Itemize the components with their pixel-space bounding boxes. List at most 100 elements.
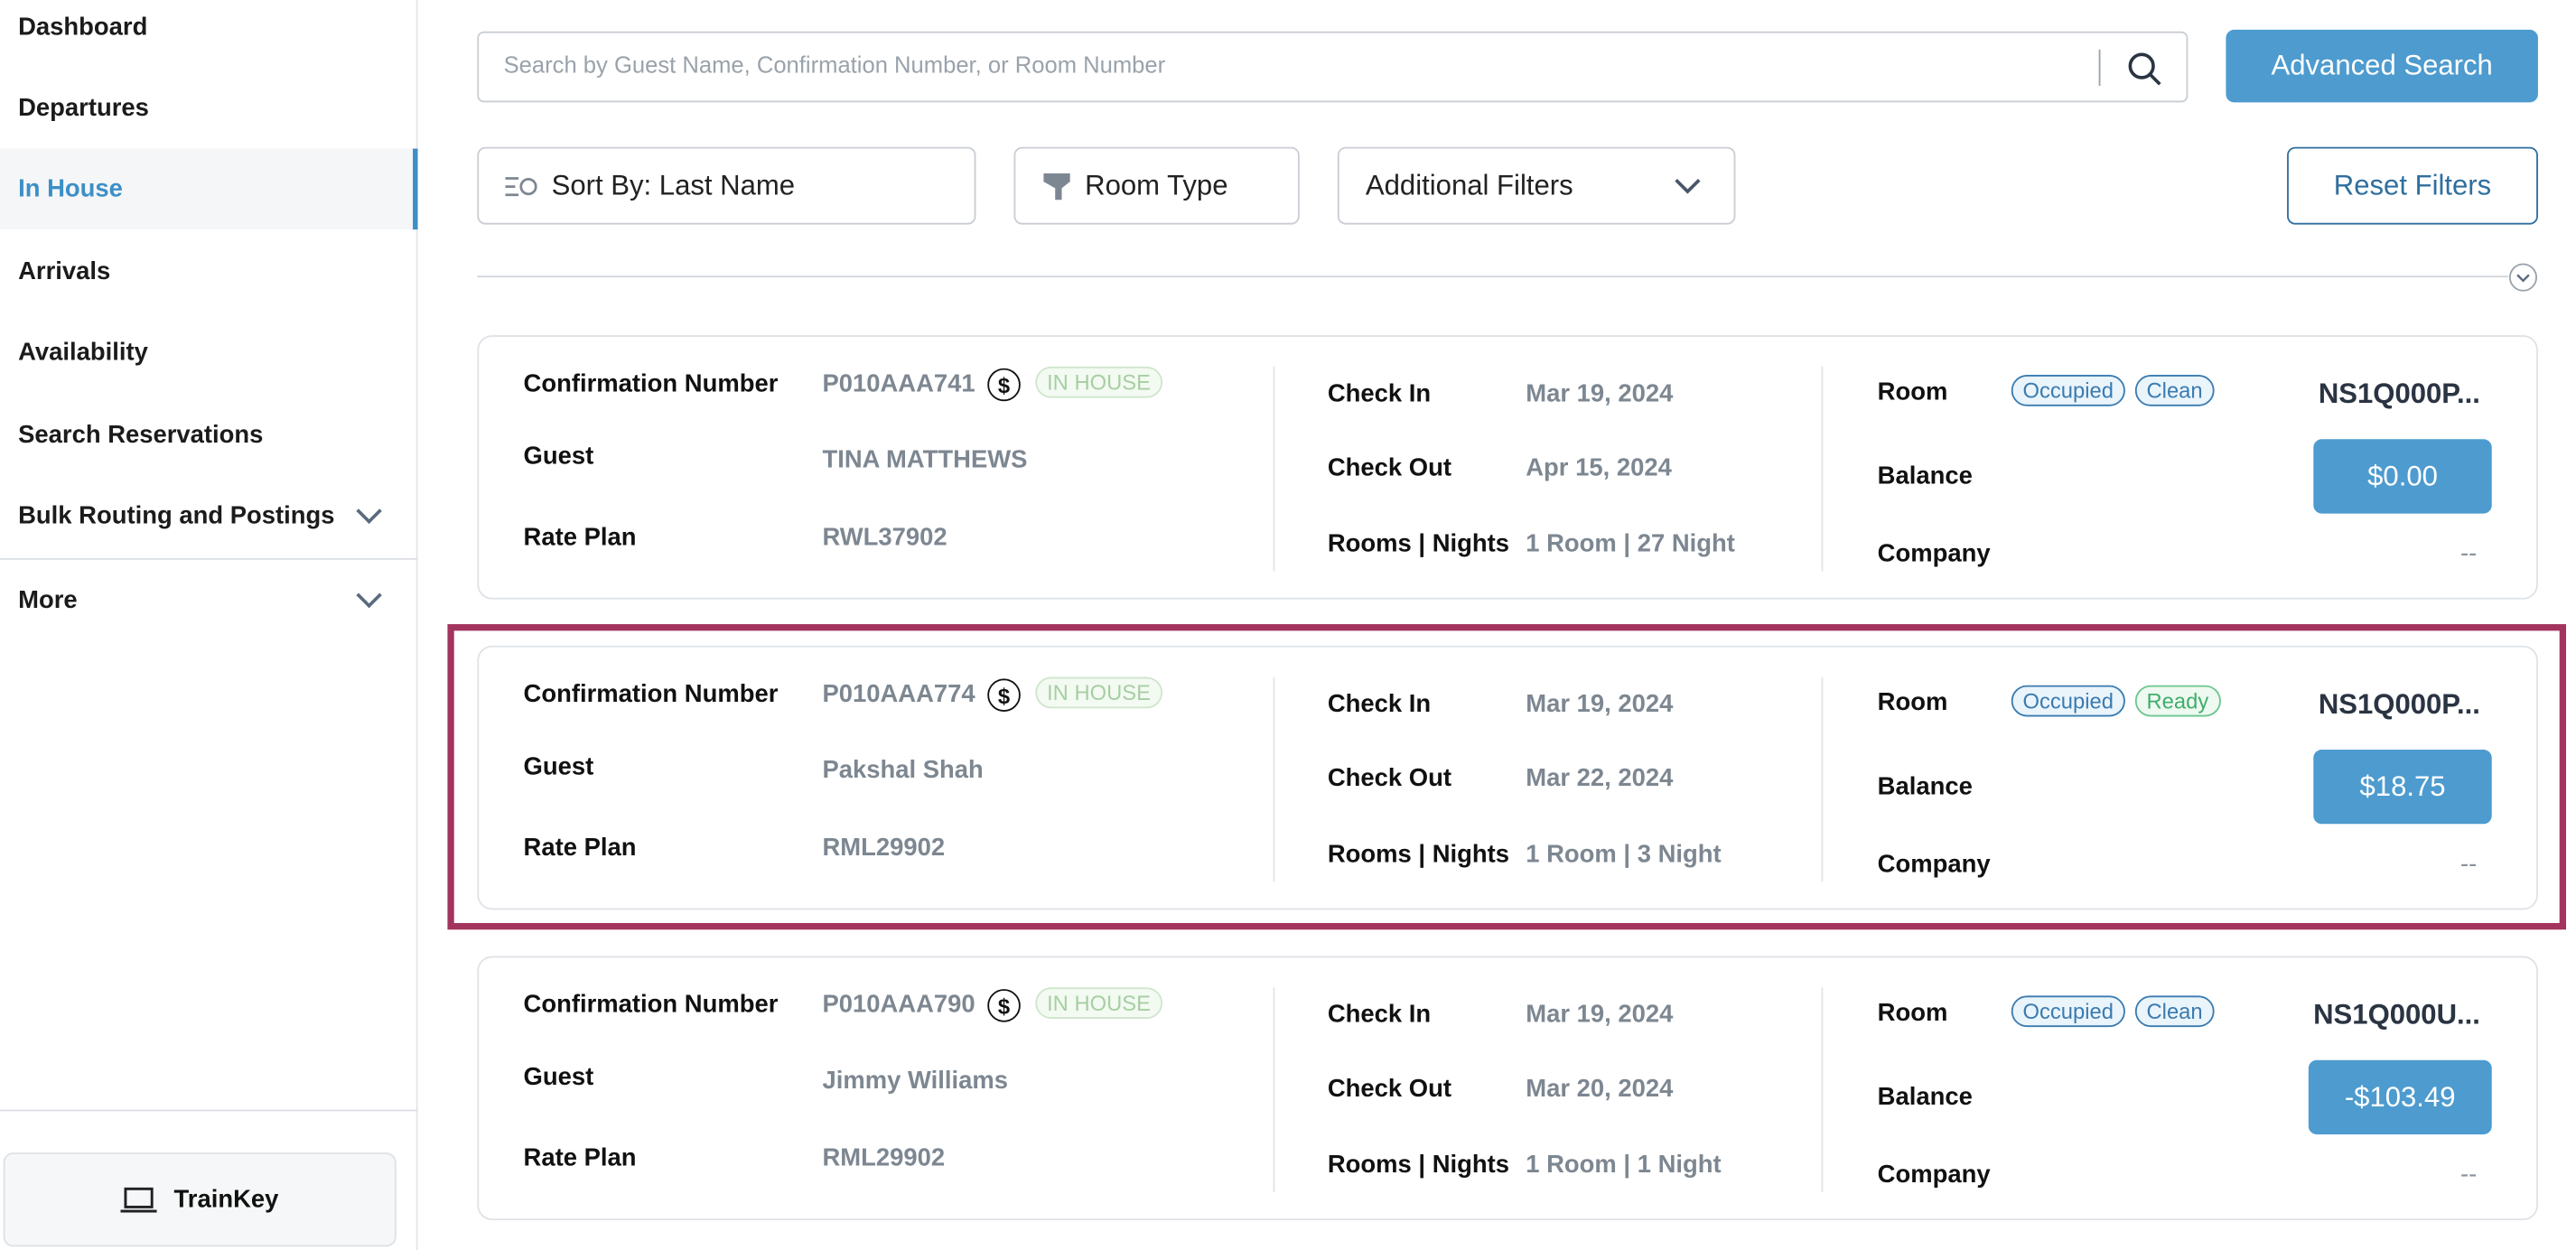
sidebar-item-label: Departures xyxy=(18,94,149,123)
sidebar-item-availability[interactable]: Availability xyxy=(0,312,418,394)
room-label: Room xyxy=(1877,999,1948,1028)
reservation-card[interactable]: Confirmation Number P010AAA774 $ IN HOUS… xyxy=(477,645,2538,910)
chevron-down-icon xyxy=(1675,178,1701,194)
dollar-icon: $ xyxy=(987,989,1021,1022)
sort-by-button[interactable]: Sort By: Last Name xyxy=(477,146,976,225)
check-in-label: Check In xyxy=(1327,690,1432,719)
check-out-date: Mar 22, 2024 xyxy=(1526,764,1674,793)
confirmation-number: P010AAA790 xyxy=(822,990,975,1019)
room-number: NS1Q000U... xyxy=(2313,999,2480,1031)
status-badge: IN HOUSE xyxy=(1035,366,1162,398)
divider xyxy=(0,557,418,560)
company-label: Company xyxy=(1877,850,1991,879)
guest-label: Guest xyxy=(523,442,594,471)
check-in-label: Check In xyxy=(1327,1000,1432,1029)
guest-name[interactable]: Jimmy Williams xyxy=(822,1067,1008,1096)
chevron-down-icon xyxy=(356,582,382,609)
check-out-label: Check Out xyxy=(1327,1075,1452,1104)
sidebar-item-bulk-routing[interactable]: Bulk Routing and Postings xyxy=(0,476,418,557)
room-label: Room xyxy=(1877,688,1948,717)
rate-plan: RWL37902 xyxy=(822,523,947,552)
check-in-date: Mar 19, 2024 xyxy=(1526,379,1674,408)
divider xyxy=(1821,987,1824,1192)
sidebar-item-label: Search Reservations xyxy=(18,421,264,450)
reservation-card[interactable]: Confirmation Number P010AAA790 $ IN HOUS… xyxy=(477,956,2538,1221)
confirmation-number: P010AAA741 xyxy=(822,369,975,398)
rooms-nights: 1 Room | 27 Night xyxy=(1526,529,1735,558)
check-out-label: Check Out xyxy=(1327,764,1452,793)
additional-filters-dropdown[interactable]: Additional Filters xyxy=(1337,146,1736,225)
trainkey-button[interactable]: TrainKey xyxy=(3,1152,397,1247)
divider xyxy=(477,275,2509,278)
sidebar-item-in-house[interactable]: In House xyxy=(0,148,418,230)
rooms-nights-label: Rooms | Nights xyxy=(1327,1151,1510,1180)
company-label: Company xyxy=(1877,1161,1991,1189)
sidebar-item-departures[interactable]: Departures xyxy=(0,68,418,149)
confirmation-number: P010AAA774 xyxy=(822,680,975,709)
rate-plan: RML29902 xyxy=(822,834,946,863)
sidebar-item-more[interactable]: More xyxy=(0,560,418,641)
check-out-date: Mar 20, 2024 xyxy=(1526,1075,1674,1104)
rooms-nights-label: Rooms | Nights xyxy=(1327,529,1510,558)
sidebar-item-label: Arrivals xyxy=(18,257,111,286)
room-type-label: Room Type xyxy=(1085,169,1228,201)
sidebar-item-arrivals[interactable]: Arrivals xyxy=(0,231,418,312)
balance-label: Balance xyxy=(1877,462,1973,490)
rate-plan: RML29902 xyxy=(822,1143,946,1173)
search-field[interactable] xyxy=(477,31,2189,103)
filter-icon xyxy=(1043,173,1070,200)
balance-button[interactable]: $0.00 xyxy=(2313,439,2492,514)
reset-filters-button[interactable]: Reset Filters xyxy=(2287,146,2538,225)
divider xyxy=(1273,987,1275,1192)
selected-reservation-highlight xyxy=(447,624,2567,930)
divider xyxy=(0,1109,418,1112)
guest-name[interactable]: Pakshal Shah xyxy=(822,756,984,785)
guest-label: Guest xyxy=(523,752,594,781)
status-badge: IN HOUSE xyxy=(1035,987,1162,1019)
room-type-button[interactable]: Room Type xyxy=(1013,146,1300,225)
sidebar: Dashboard Departures In House Arrivals A… xyxy=(0,0,418,1250)
sidebar-item-label: Dashboard xyxy=(18,13,148,42)
rooms-nights-label: Rooms | Nights xyxy=(1327,840,1510,869)
rate-plan-label: Rate Plan xyxy=(523,834,637,863)
housekeeping-status-badge: Clean xyxy=(2134,995,2215,1028)
sidebar-item-label: More xyxy=(18,586,78,615)
company-label: Company xyxy=(1877,539,1991,568)
sort-label: Sort By: Last Name xyxy=(551,169,796,201)
housekeeping-status-badge: Ready xyxy=(2134,685,2221,717)
rate-plan-label: Rate Plan xyxy=(523,523,637,552)
sidebar-item-search-reservations[interactable]: Search Reservations xyxy=(0,395,418,476)
sidebar-item-label: Bulk Routing and Postings xyxy=(18,501,335,530)
laptop-icon xyxy=(121,1186,158,1212)
balance-button[interactable]: $18.75 xyxy=(2313,750,2492,825)
confirmation-label: Confirmation Number xyxy=(523,990,779,1019)
company-value: -- xyxy=(2460,1161,2478,1189)
confirmation-label: Confirmation Number xyxy=(523,680,779,709)
search-icon[interactable] xyxy=(2127,51,2163,88)
check-in-date: Mar 19, 2024 xyxy=(1526,690,1674,719)
advanced-search-button[interactable]: Advanced Search xyxy=(2226,29,2538,103)
room-number: NS1Q000P... xyxy=(2318,378,2480,410)
balance-label: Balance xyxy=(1877,1083,1973,1112)
divider xyxy=(1273,366,1275,572)
divider xyxy=(2098,49,2101,87)
sidebar-item-dashboard[interactable]: Dashboard xyxy=(0,0,418,68)
sidebar-item-label: Availability xyxy=(18,338,148,367)
guest-label: Guest xyxy=(523,1063,594,1092)
company-value: -- xyxy=(2460,850,2478,879)
collapse-toggle-icon[interactable] xyxy=(2508,263,2538,293)
room-label: Room xyxy=(1877,378,1948,406)
sort-icon xyxy=(505,176,537,196)
reservation-card[interactable]: Confirmation Number P010AAA741 $ IN HOUS… xyxy=(477,335,2538,600)
divider xyxy=(1821,366,1824,572)
dollar-icon: $ xyxy=(987,368,1021,402)
search-input[interactable] xyxy=(503,51,2073,78)
trainkey-label: TrainKey xyxy=(173,1185,279,1214)
guest-name[interactable]: TINA MATTHEWS xyxy=(822,445,1028,474)
room-status-badge: Occupied xyxy=(2011,995,2125,1028)
chevron-down-icon xyxy=(356,498,382,525)
balance-button[interactable]: -$103.49 xyxy=(2308,1059,2492,1134)
rooms-nights: 1 Room | 1 Night xyxy=(1526,1151,1722,1180)
rooms-nights: 1 Room | 3 Night xyxy=(1526,840,1722,869)
dollar-icon: $ xyxy=(987,678,1021,712)
